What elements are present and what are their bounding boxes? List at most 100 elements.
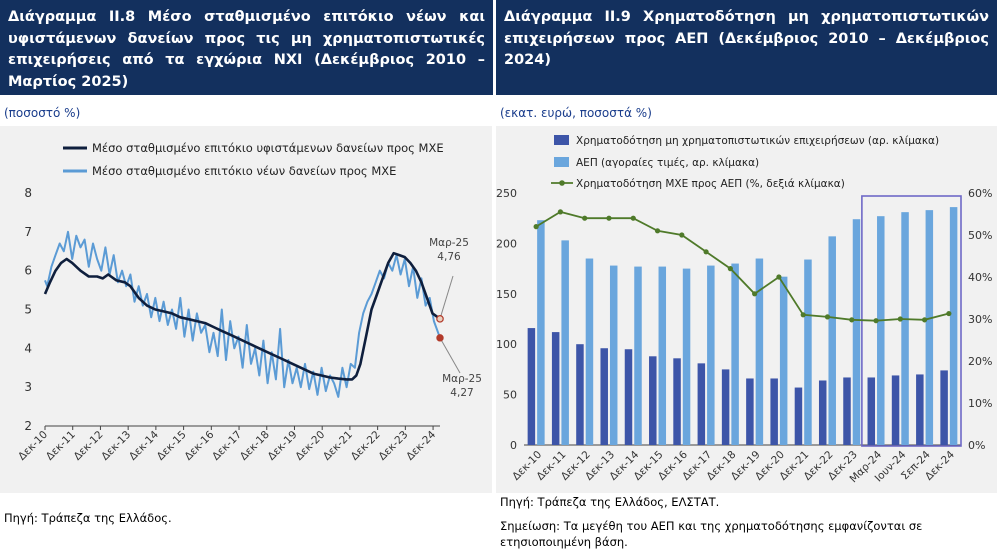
ratio-point <box>800 312 806 318</box>
y2-tick-label: 30% <box>968 313 992 326</box>
left-title-box: Διάγραμμα ΙΙ.8 Μέσο σταθμισμένο επιτόκιο… <box>0 0 493 95</box>
y2-tick-label: 50% <box>968 229 992 242</box>
x-tick-label: Δεκ-24 <box>404 428 438 462</box>
ratio-point <box>606 215 612 221</box>
gdp-bar <box>561 240 569 445</box>
y2-tick-label: 0% <box>968 439 985 452</box>
right-units-label: (εκατ. ευρώ, ποσοστά %) <box>500 106 652 120</box>
financing-bar <box>916 374 924 445</box>
gdp-bar <box>682 268 691 445</box>
financing-bar <box>649 356 657 445</box>
financing-bar <box>721 369 730 445</box>
gdp-bar <box>804 259 812 445</box>
gdp-bar <box>707 265 715 445</box>
gdp-bar <box>634 266 642 445</box>
financing-bar <box>673 358 681 445</box>
gdp-bar <box>949 207 958 445</box>
financing-bar <box>551 332 560 445</box>
ratio-point <box>727 266 733 272</box>
right-chart-panel: Διάγραμμα ΙΙ.9 Χρηματοδότηση μη χρηματοπ… <box>496 0 997 557</box>
right-plot-area: 0 50 100 150 200 250 0% 10% 20% 30% 40% 50% 60% Δεκ-1… <box>496 126 997 493</box>
left-plot-area: 2 3 4 5 6 7 8 Δεκ-10 Δεκ-11 Δεκ-12 Δεκ-13 Δεκ-14 Δεκ… <box>0 126 492 493</box>
y-tick-label: 200 <box>496 237 517 250</box>
existing-loans-rate-line <box>43 251 441 381</box>
gdp-bar <box>779 276 788 445</box>
right-chart-title: Διάγραμμα ΙΙ.9 Χρηματοδότηση μη χρηματοπ… <box>504 9 989 68</box>
ratio-point <box>776 274 782 280</box>
gdp-bar <box>852 219 861 445</box>
left-units-label: (ποσοστό %) <box>4 106 81 120</box>
financing-bar <box>697 363 706 445</box>
x-tick-label: Δεκ-22 <box>349 429 383 463</box>
legend-label: Χρηματοδότηση ΜΧΕ προς ΑΕΠ (%, δεξιά κλί… <box>576 178 845 190</box>
annotation-value: 4,76 <box>437 251 461 263</box>
financing-bar <box>867 377 876 445</box>
x-tick-label: Δεκ-18 <box>238 429 272 463</box>
annotation-leader <box>439 275 454 319</box>
gdp-bar <box>658 266 667 445</box>
financing-bar <box>746 378 754 445</box>
gdp-bar <box>609 265 618 445</box>
x-tick-label: Δεκ-16 <box>182 428 216 462</box>
x-tick-label: Δεκ-14 <box>127 428 161 462</box>
ratio-point <box>679 232 685 238</box>
right-source-note: Πηγή: Τράπεζα της Ελλάδος, ΕΛΣΤΑΤ. <box>500 495 720 509</box>
x-tick-label: Δεκ-21 <box>321 429 355 463</box>
ratio-point <box>703 249 709 255</box>
left-chart-title: Διάγραμμα ΙΙ.8 Μέσο σταθμισμένο επιτόκιο… <box>8 9 485 90</box>
x-tick-label: Δεκ-17 <box>210 429 244 463</box>
y2-tick-label: 60% <box>968 187 992 200</box>
y-tick-label: 250 <box>496 187 517 200</box>
y-tick-label: 50 <box>503 389 517 402</box>
ratio-point <box>654 228 661 234</box>
legend-label: Μέσο σταθμισμένο επιτόκιο νέων δανείων π… <box>92 164 396 178</box>
legend-label: Χρηματοδότηση μη χρηματοπιστωτικών επιχε… <box>576 135 939 147</box>
legend-swatch-gdp <box>554 157 569 167</box>
financing-bar <box>600 348 608 445</box>
x-tick-label: Δεκ-12 <box>71 429 105 463</box>
ratio-point <box>630 215 636 221</box>
gdp-bar <box>925 210 934 445</box>
legend-label: Μέσο σταθμισμένο επιτόκιο υφιστάμενων δα… <box>92 141 444 155</box>
x-tick-label: Δεκ-15 <box>155 429 189 463</box>
financing-bar <box>843 377 851 445</box>
y2-tick-label: 40% <box>968 271 992 284</box>
ratio-point <box>897 316 903 322</box>
x-tick-label: Δεκ-11 <box>44 429 78 463</box>
gdp-bar <box>901 212 909 445</box>
ratio-point <box>873 318 879 324</box>
x-tick-label: Δεκ-23 <box>376 429 410 463</box>
ratio-line <box>535 210 950 322</box>
ratio-point <box>557 209 564 215</box>
financing-bar <box>624 349 633 445</box>
y-tick-label: 8 <box>24 186 32 200</box>
financing-bar <box>891 375 900 445</box>
gdp-bar <box>877 216 885 445</box>
gdp-bar <box>731 263 739 445</box>
ratio-point <box>824 314 831 320</box>
y-tick-label: 100 <box>496 338 517 351</box>
financing-bar <box>794 387 803 445</box>
ratio-point <box>752 291 758 297</box>
annotation-marker-new <box>436 334 444 342</box>
financing-bar <box>576 344 584 445</box>
x-tick-label: Δεκ-19 <box>266 429 300 463</box>
right-title-box: Διάγραμμα ΙΙ.9 Χρηματοδότηση μη χρηματοπ… <box>496 0 997 95</box>
y-tick-label: 4 <box>24 341 32 355</box>
legend-label: ΑΕΠ (αγοραίες τιμές, αρ. κλίμακα) <box>576 157 759 169</box>
legend-swatch-ratio-dot <box>559 180 565 186</box>
financing-bar <box>940 370 948 445</box>
gdp-bar <box>537 220 545 445</box>
annotation-value: 4,27 <box>450 387 473 399</box>
y-tick-label: 2 <box>24 419 32 433</box>
gdp-bar <box>828 236 836 445</box>
right-footnote: Σημείωση: Τα μεγέθη του ΑΕΠ και της χρημ… <box>500 519 923 549</box>
interest-rate-chart: 2345678Δεκ-10Δεκ-11Δεκ-12Δεκ-13Δεκ-14Δεκ… <box>16 141 482 463</box>
annotation-leader <box>439 337 461 374</box>
y-tick-label: 5 <box>24 303 32 317</box>
gdp-bar <box>585 258 594 445</box>
ratio-point <box>582 215 588 221</box>
financing-to-gdp-chart: 0501001502002500%10%20%30%40%50%60%Δεκ-1… <box>496 135 992 485</box>
financing-bar <box>818 380 827 445</box>
new-loans-rate-line <box>44 230 441 398</box>
